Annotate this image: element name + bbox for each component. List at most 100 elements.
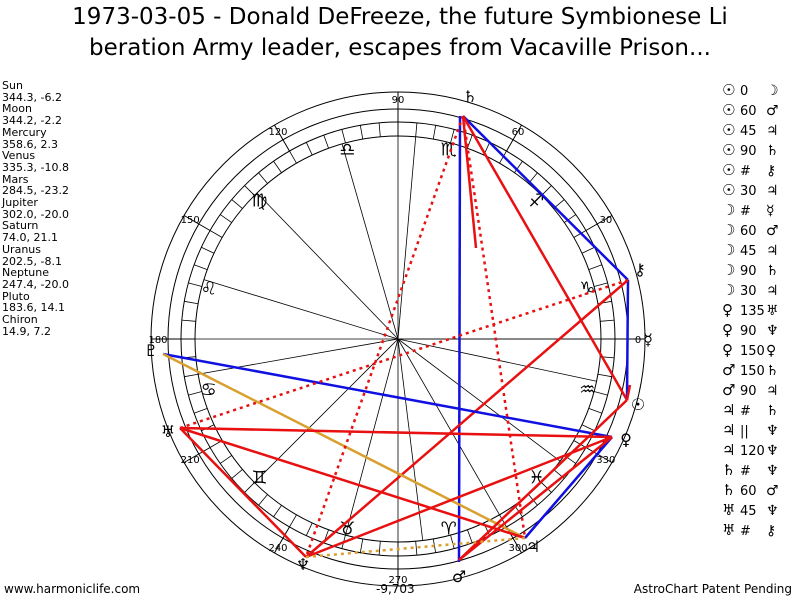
degree-tick — [273, 505, 282, 517]
planet-coords: 302.0, -20.0 — [2, 207, 69, 221]
planet-name: Pluto — [2, 289, 30, 303]
aspect-line-hard — [179, 427, 307, 558]
venus-glyph: ♀ — [620, 430, 632, 449]
planet-coords: 14.9, 7.2 — [2, 324, 51, 338]
degree-tick — [359, 125, 364, 140]
aspect-row: ☉ # ⚷ — [722, 160, 779, 180]
aspect-planet-1: ♄ — [722, 481, 736, 499]
aspect-planet-2: ♀ — [766, 343, 777, 359]
uranus-glyph: ♅ — [161, 422, 175, 441]
title-line-1: 1973-03-05 - Donald DeFreeze, the future… — [72, 4, 728, 30]
aspect-row: ♂ 150♄ — [722, 360, 779, 380]
aspect-row: ☉ 45 ♃ — [722, 120, 779, 140]
degree-tick — [378, 122, 381, 137]
aspect-planet-2: ♃ — [766, 183, 779, 199]
degree-tick — [378, 541, 381, 556]
aspect-row: ☉ 90 ♄ — [722, 140, 779, 160]
aspect-row: ♃ 120♆ — [722, 440, 779, 460]
aspect-planet-2: ♆ — [766, 463, 779, 479]
degree-tick — [231, 469, 243, 479]
aspect-angle: 90 — [740, 324, 757, 339]
chiron-glyph: ⚷ — [634, 260, 646, 279]
aspect-planet-2: ♃ — [766, 123, 779, 139]
degree-tick — [289, 514, 297, 528]
aspect-angle: # — [740, 404, 751, 419]
planet-name: Jupiter — [2, 196, 38, 210]
aspect-line-soft — [524, 436, 613, 539]
aspect-planet-1: ☉ — [722, 141, 736, 159]
degree-tick — [450, 534, 455, 549]
jupiter-glyph: ♃ — [526, 537, 540, 556]
degree-tick — [201, 246, 215, 254]
aspect-planet-1: ☽ — [722, 281, 736, 299]
aspect-row: ♅ 45 ♆ — [722, 500, 779, 520]
aspect-line-hard — [179, 426, 526, 540]
house-line — [203, 279, 399, 340]
degree-tick — [415, 541, 418, 556]
degree-tick — [188, 391, 203, 396]
aspect-row: ♀ 90 ♆ — [722, 320, 779, 340]
degree-tick — [541, 482, 552, 493]
degree-label: 270 — [388, 575, 407, 586]
aspect-planet-2: ♆ — [766, 503, 779, 519]
aspect-angle: # — [740, 524, 751, 539]
house-line — [198, 338, 399, 375]
aspect-line-hard — [458, 436, 613, 561]
aspect-planet-2: ♆ — [766, 323, 779, 339]
planet-name: Uranus — [2, 242, 41, 256]
aspect-angle: 60 — [740, 484, 757, 499]
aspect-line-hard — [461, 115, 629, 401]
planet-coords: 358.6, 2.3 — [2, 137, 58, 151]
aspect-planet-2: ⚷ — [766, 163, 777, 179]
aspect-angle: || — [740, 424, 749, 439]
degree-label: 240 — [268, 543, 287, 554]
planet-coords: 344.3, -6.2 — [2, 90, 62, 104]
degree-label: 210 — [181, 455, 200, 466]
aspect-planet-2: ♆ — [766, 423, 779, 439]
degree-tick — [220, 214, 232, 223]
planet-name: Chiron — [2, 313, 38, 327]
house-line — [397, 338, 424, 541]
degree-tick — [258, 172, 268, 184]
aspect-line-quincunx — [162, 352, 526, 540]
aspect-angle: 0 — [740, 84, 749, 99]
aspect-row: ☽ 90 ♄ — [722, 260, 779, 280]
planet-coords: 247.4, -20.0 — [2, 277, 69, 291]
aspect-planet-2: ♄ — [766, 263, 779, 279]
aspect-row: ♅ # ⚷ — [722, 520, 779, 540]
aspect-angle: 30 — [740, 184, 757, 199]
aspect-planet-2: ♂ — [766, 223, 779, 239]
house-line — [397, 338, 561, 462]
sign-divider — [274, 526, 290, 554]
degree-label: 330 — [596, 455, 615, 466]
degree-tick — [184, 373, 199, 378]
house-line — [397, 136, 417, 340]
degree-tick — [588, 408, 603, 414]
pluto-glyph: ♇ — [144, 341, 158, 360]
planet-position-list: Sun 344.3, -6.2 Moon 344.2, -2.2 Mercury 358.… — [2, 80, 69, 337]
sign-divider — [274, 124, 290, 152]
degree-tick — [499, 514, 507, 528]
planet-coords: 202.5, -8.1 — [2, 254, 62, 268]
zodiac-sign-glyph: ♍ — [251, 190, 267, 211]
aspect-planet-2: ♅ — [766, 303, 779, 319]
aspect-row: ♃ # ♄ — [722, 400, 779, 420]
sign-divider — [585, 215, 613, 231]
aspect-planet-2: ♃ — [766, 283, 779, 299]
website-link[interactable]: www.harmoniclife.com — [4, 582, 141, 596]
zodiac-sign-glyph: ♑ — [579, 278, 595, 299]
degree-tick — [209, 230, 223, 238]
planet-name: Neptune — [2, 266, 50, 280]
aspect-row: ☽ 60 ♂ — [722, 220, 779, 240]
degree-tick — [450, 129, 455, 144]
aspect-line-hard — [305, 279, 629, 558]
aspect-line-hard — [625, 384, 632, 401]
aspect-angle: 150 — [740, 364, 765, 379]
aspect-planet-2: ⚷ — [766, 523, 777, 539]
house-line — [397, 338, 500, 516]
planet-name: Mars — [2, 172, 29, 186]
degree-tick — [593, 391, 608, 396]
aspect-planet-1: ♃ — [722, 441, 736, 459]
degree-label: 150 — [181, 215, 200, 226]
